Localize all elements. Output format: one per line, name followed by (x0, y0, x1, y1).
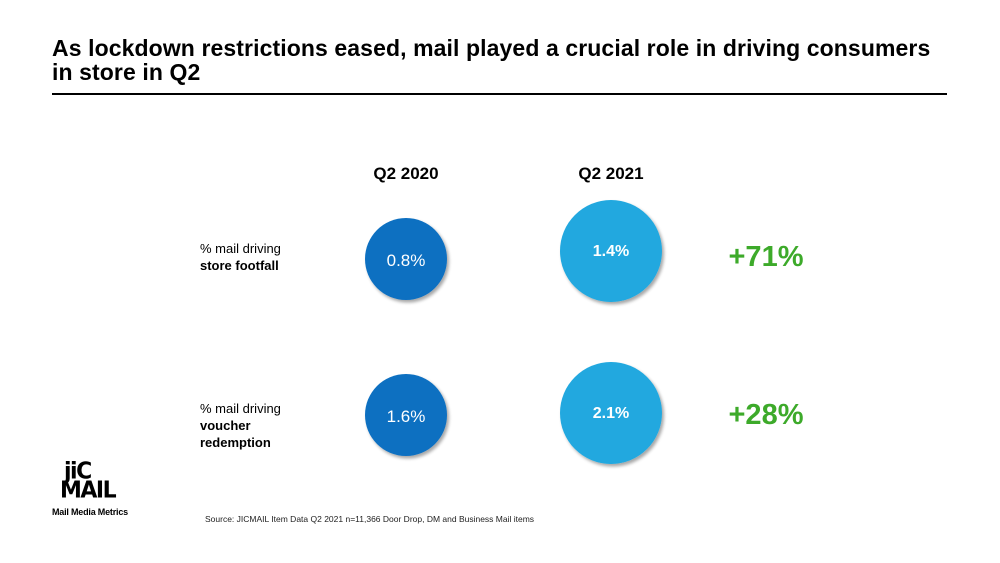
bubble-store-footfall-q2-2021 (560, 200, 662, 302)
row-label-prefix: % mail driving (200, 241, 281, 256)
bubble-value-label: 1.4% (593, 243, 629, 260)
row-label-voucher-redemption: % mail driving voucher redemption (200, 400, 340, 451)
bubble-layer: 0.8% 1.4% 1.6% 2.1% (365, 200, 662, 464)
logo-mail-text: MAIL (60, 477, 117, 504)
row-label-store-footfall: % mail driving store footfall (200, 240, 340, 274)
logo-tagline: Mail Media Metrics (52, 507, 128, 517)
title-divider (52, 93, 947, 95)
change-voucher-redemption: +28% (728, 399, 804, 431)
row-label-metric-line2: redemption (200, 435, 271, 450)
logo-jic-text: jiC (64, 458, 92, 485)
bubble-voucher-redemption-q2-2020 (365, 374, 447, 456)
slide-title: As lockdown restrictions eased, mail pla… (52, 35, 931, 85)
column-header-q2-2021: Q2 2021 (578, 164, 644, 183)
row-label-metric-line1: voucher (200, 418, 251, 433)
bubble-value-label: 0.8% (387, 251, 426, 270)
source-note: Source: JICMAIL Item Data Q2 2021 n=11,3… (205, 514, 535, 524)
bubble-store-footfall-q2-2020 (365, 218, 447, 300)
bubble-value-label: 1.6% (387, 407, 426, 426)
column-header-q2-2020: Q2 2020 (373, 164, 439, 183)
jicmail-logo: jiC MAIL Mail Media Metrics (52, 458, 142, 517)
row-label-prefix: % mail driving (200, 401, 281, 416)
bubble-value-label: 2.1% (593, 405, 629, 422)
row-label-metric: store footfall (200, 258, 279, 273)
change-store-footfall: +71% (728, 241, 804, 273)
bubble-voucher-redemption-q2-2021 (560, 362, 662, 464)
